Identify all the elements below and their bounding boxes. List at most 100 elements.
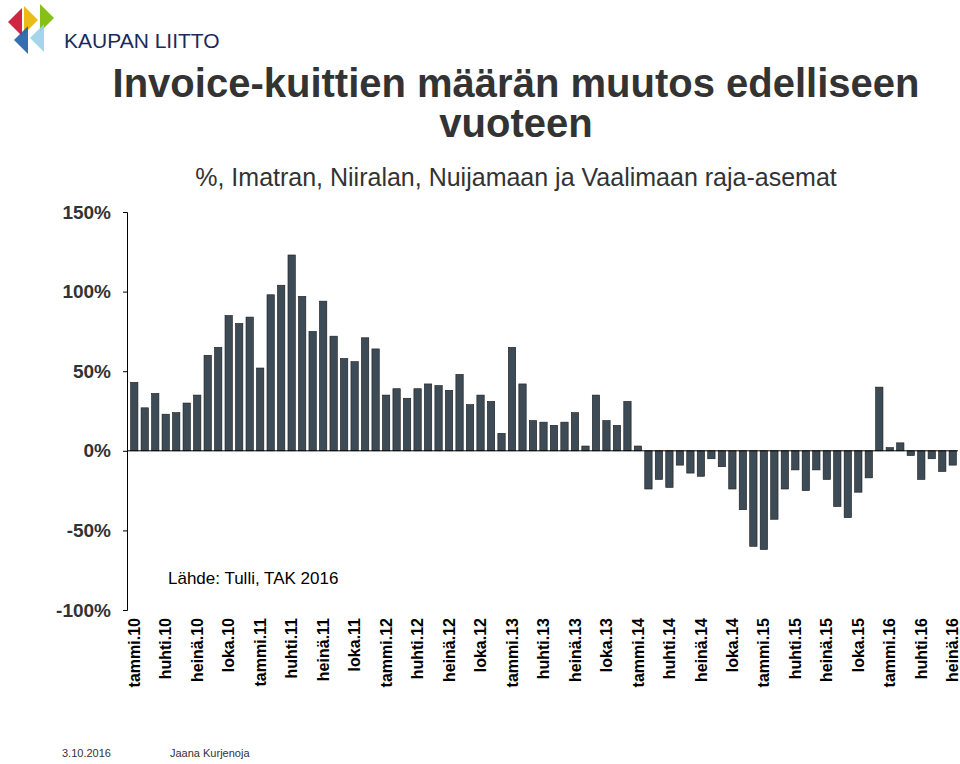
bar <box>519 384 526 451</box>
y-tick: 150% <box>62 202 127 223</box>
bar <box>655 451 662 480</box>
x-tick-label: huhti.12 <box>409 618 426 679</box>
bar <box>855 451 862 492</box>
x-tick: heinä.15 <box>818 618 835 682</box>
bar <box>834 451 841 507</box>
x-tick: heinä.12 <box>441 618 458 682</box>
bar <box>330 336 337 451</box>
x-tick: tammi.16 <box>881 618 898 687</box>
bar <box>277 285 284 451</box>
y-tick-mark <box>123 371 127 372</box>
bar <box>792 451 799 470</box>
x-tick-label: tammi.15 <box>755 618 772 687</box>
bar <box>152 393 159 450</box>
bar <box>445 390 452 450</box>
bar <box>739 451 746 510</box>
chart: KAUPAN LIITTOInvoice-kuittien määrän muu… <box>0 0 960 764</box>
date: 3.10.2016 <box>62 747 111 759</box>
bar <box>928 451 935 459</box>
bar <box>372 349 379 451</box>
bar <box>949 451 956 465</box>
x-tick-label: loka.14 <box>724 618 741 672</box>
x-tick: huhti.16 <box>913 618 930 679</box>
x-tick: huhti.14 <box>661 618 678 679</box>
bar <box>309 331 316 450</box>
y-tick-mark <box>123 292 127 293</box>
bar <box>781 451 788 489</box>
logo-mark <box>8 4 54 54</box>
y-tick-label: 50% <box>73 361 111 382</box>
bar <box>718 451 725 467</box>
y-tick-label: -100% <box>56 600 111 621</box>
y-axis: -100%-50%0%50%100%150% <box>56 202 127 621</box>
bar <box>435 386 442 451</box>
bar <box>729 451 736 489</box>
x-tick: heinä.13 <box>567 618 584 682</box>
bar <box>319 301 326 451</box>
y-tick-label: 100% <box>62 281 111 302</box>
x-tick: tammi.15 <box>755 618 772 687</box>
x-tick: loka.14 <box>724 618 741 672</box>
bar <box>708 451 715 459</box>
x-tick-label: huhti.10 <box>157 618 174 679</box>
y-tick-mark <box>123 610 127 611</box>
bar <box>603 421 610 451</box>
x-tick: tammi.13 <box>504 618 521 687</box>
bar <box>939 451 946 472</box>
x-tick-label: tammi.10 <box>126 618 143 687</box>
x-tick: heinä.11 <box>315 618 332 681</box>
bar <box>173 413 180 451</box>
source: Lähde: Tulli, TAK 2016 <box>168 569 338 588</box>
bars <box>131 255 957 550</box>
logo-shape <box>8 8 22 36</box>
x-tick-label: loka.11 <box>346 618 363 671</box>
bar <box>246 317 253 451</box>
bar <box>645 451 652 489</box>
bar <box>571 413 578 451</box>
bar <box>907 451 914 456</box>
bar <box>613 425 620 450</box>
x-tick: huhti.10 <box>157 618 174 679</box>
bar <box>477 395 484 451</box>
x-tick-label: huhti.16 <box>913 618 930 679</box>
y-tick: 100% <box>62 281 127 302</box>
bar <box>424 384 431 451</box>
x-tick-label: loka.15 <box>850 618 867 672</box>
x-tick: loka.13 <box>598 618 615 672</box>
y-tick-mark <box>123 212 127 213</box>
bar <box>267 295 274 451</box>
x-tick: heinä.16 <box>944 618 960 682</box>
logo-shape <box>14 26 28 54</box>
x-axis: tammi.10huhti.10heinä.10loka.10tammi.11h… <box>126 618 960 687</box>
bar <box>760 451 767 550</box>
x-tick-label: heinä.12 <box>441 618 458 682</box>
x-tick: huhti.15 <box>787 618 804 679</box>
x-tick: tammi.12 <box>378 618 395 687</box>
bar <box>844 451 851 518</box>
bar <box>256 368 263 451</box>
bar <box>676 451 683 465</box>
bar <box>561 422 568 451</box>
bar <box>634 446 641 451</box>
x-tick-label: huhti.14 <box>661 618 678 679</box>
bar <box>215 347 222 450</box>
bar <box>162 414 169 451</box>
x-tick-label: heinä.14 <box>693 618 710 682</box>
bar <box>288 255 295 451</box>
logo-shape <box>30 24 44 52</box>
x-tick: heinä.14 <box>693 618 710 682</box>
x-tick: huhti.13 <box>535 618 552 679</box>
bar <box>876 387 883 451</box>
x-tick-label: tammi.11 <box>252 618 269 687</box>
bar <box>141 408 148 451</box>
x-tick-label: heinä.15 <box>818 618 835 682</box>
x-tick-label: heinä.16 <box>944 618 960 682</box>
bar <box>687 451 694 473</box>
bar <box>592 395 599 451</box>
y-tick-mark <box>123 530 127 531</box>
x-tick: huhti.12 <box>409 618 426 679</box>
y-axis-line <box>123 213 128 611</box>
y-tick-label: 150% <box>62 202 111 223</box>
bar <box>750 451 757 547</box>
y-tick: -100% <box>56 600 127 621</box>
